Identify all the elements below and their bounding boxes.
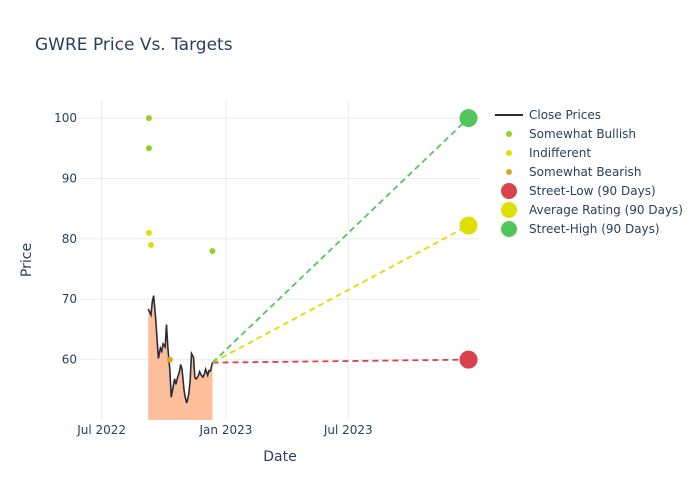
close-price-line [147,295,214,404]
projection-line [212,224,469,364]
legend-label: Indifferent [529,146,591,160]
legend-label: Street-High (90 Days) [529,222,660,236]
projection-lines [211,117,470,364]
legend-swatch [501,221,517,237]
projection-line [211,117,470,364]
rating-points [145,115,216,363]
chart-title: GWRE Price Vs. Targets [35,35,233,55]
target-marker [459,350,478,369]
y-axis-title: Price [19,243,35,277]
y-tick-label: 100 [54,111,77,125]
rating-point [166,356,173,363]
legend-label: Average Rating (90 Days) [529,203,683,217]
legend-label: Street-Low (90 Days) [529,184,656,198]
x-tick-label: Jan 2023 [199,423,253,437]
price-line-layer [147,295,214,404]
rating-point [145,115,152,122]
grid [80,100,480,420]
rating-point [147,241,154,248]
y-tick-label: 80 [62,232,77,246]
y-tick-label: 60 [62,353,77,367]
projection-line [212,358,469,364]
rating-point [145,145,152,152]
price-area-layer [148,295,213,420]
legend-label: Somewhat Bearish [529,165,641,179]
target-markers [459,109,478,369]
price-area [148,295,213,420]
legend-swatch [501,202,517,218]
y-tick-label: 90 [62,171,77,185]
rating-point [145,229,152,236]
target-marker [459,109,478,128]
rating-point [209,247,216,254]
x-tick-label: Jul 2023 [323,423,373,437]
legend: Close Prices Somewhat Bullish Indifferent S… [495,108,683,237]
x-axis-ticks: Jul 2022 Jan 2023 Jul 2023 [76,423,372,437]
legend-swatch [506,131,512,137]
target-marker [459,216,478,235]
legend-swatch [501,183,517,199]
legend-swatch [506,169,512,175]
y-tick-label: 70 [62,292,77,306]
x-axis-title: Date [263,449,296,465]
legend-label: Close Prices [529,108,601,122]
legend-swatch [506,150,512,156]
x-tick-label: Jul 2022 [76,423,126,437]
legend-label: Somewhat Bullish [529,127,636,141]
y-axis-ticks: 60 70 80 90 100 [54,111,77,367]
